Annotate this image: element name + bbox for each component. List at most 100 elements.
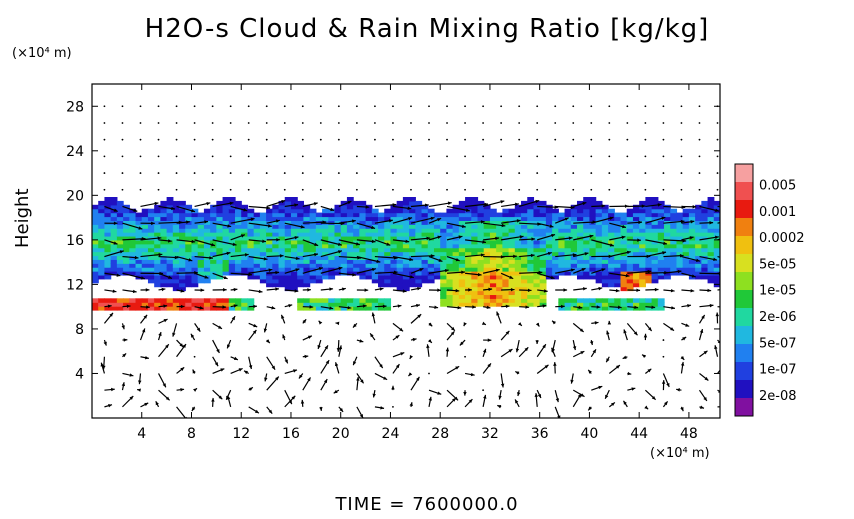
field-cell	[601, 228, 609, 233]
field-cell	[228, 251, 236, 257]
field-cell	[695, 251, 702, 257]
field-cell	[427, 235, 435, 241]
field-cell	[458, 259, 466, 264]
field-cell	[141, 302, 149, 307]
field-cell	[253, 212, 261, 218]
field-cell	[508, 259, 516, 264]
field-cell	[639, 306, 646, 311]
field-cell	[713, 239, 720, 245]
field-cell	[322, 212, 329, 218]
field-cell	[496, 243, 503, 249]
field-cell	[92, 204, 99, 210]
field-cell	[446, 251, 454, 257]
field-cell	[626, 286, 634, 292]
wind-dot	[572, 105, 575, 108]
field-cell	[552, 243, 559, 249]
field-cell	[266, 212, 273, 218]
field-cell	[172, 274, 180, 280]
wind-dot	[428, 188, 430, 191]
field-cell	[334, 247, 342, 253]
field-cell	[713, 274, 720, 280]
field-cell	[433, 271, 441, 276]
field-cell	[322, 239, 329, 245]
wind-arrowhead	[657, 203, 662, 207]
field-cell	[521, 263, 528, 268]
wind-dot	[211, 138, 214, 141]
field-cell	[682, 212, 690, 218]
wind-dot	[536, 188, 539, 191]
field-cell	[259, 251, 267, 257]
field-cell	[147, 263, 155, 268]
wind-dot	[590, 138, 593, 141]
field-cell	[614, 224, 622, 229]
field-cell	[452, 247, 460, 253]
field-cell	[129, 232, 137, 237]
field-cell	[284, 216, 292, 221]
field-cell	[458, 243, 466, 249]
field-cell	[713, 247, 720, 253]
field-cell	[346, 298, 354, 303]
field-cell	[129, 298, 137, 303]
wind-arrowhead	[723, 288, 727, 291]
field-cell	[297, 208, 305, 214]
field-cell	[626, 298, 634, 303]
wind-arrowhead	[223, 275, 228, 280]
field-cell	[452, 228, 460, 233]
field-cell	[98, 220, 106, 225]
field-cell	[179, 212, 186, 218]
wind-dot	[193, 188, 196, 191]
field-cell	[328, 235, 336, 241]
wind-arrowhead	[402, 289, 407, 293]
wind-dot	[337, 188, 340, 191]
field-cell	[632, 235, 640, 241]
field-cell	[92, 239, 99, 245]
field-cell	[514, 216, 522, 221]
wind-dot	[374, 172, 376, 174]
field-cell	[123, 204, 130, 210]
field-cell	[384, 228, 392, 233]
wind-arrowhead	[664, 401, 668, 406]
x-tick-label: 20	[332, 426, 350, 442]
field-cell	[272, 239, 280, 245]
field-cell	[558, 267, 566, 272]
field-cell	[185, 228, 193, 233]
field-cell	[626, 251, 634, 257]
wind-arrowhead	[359, 414, 364, 418]
field-cell	[471, 243, 479, 249]
field-cell	[160, 228, 168, 233]
field-cell	[471, 239, 479, 245]
field-cell	[353, 228, 360, 233]
field-cell	[664, 208, 671, 214]
wind-arrowhead	[495, 236, 499, 241]
wind-arrowhead	[161, 287, 166, 292]
wind-arrowhead	[351, 219, 356, 223]
wind-dot	[590, 188, 593, 191]
field-cell	[632, 278, 640, 284]
field-cell	[284, 200, 292, 206]
field-cell	[210, 255, 217, 260]
field-cell	[651, 235, 659, 241]
wind-dot	[265, 155, 268, 158]
field-cell	[203, 220, 211, 225]
field-cell	[272, 267, 280, 272]
field-cell	[210, 251, 217, 257]
field-cell	[290, 239, 298, 245]
field-cell	[309, 302, 317, 307]
wind-arrowhead	[275, 287, 280, 291]
wind-arrowhead	[138, 226, 143, 230]
field-cell	[359, 232, 367, 237]
wind-dot	[229, 188, 232, 191]
field-cell	[452, 204, 460, 210]
wind-arrowhead	[535, 340, 539, 345]
colorbar-swatch	[735, 200, 753, 219]
field-cell	[110, 235, 118, 241]
field-cell	[496, 263, 503, 268]
field-cell	[452, 220, 460, 225]
field-cell	[458, 239, 466, 245]
wind-arrowhead	[531, 237, 536, 241]
wind-arrowhead	[295, 268, 300, 272]
field-cell	[421, 228, 429, 233]
field-cell	[278, 259, 286, 264]
field-cell	[322, 235, 329, 241]
field-cell	[384, 306, 392, 311]
